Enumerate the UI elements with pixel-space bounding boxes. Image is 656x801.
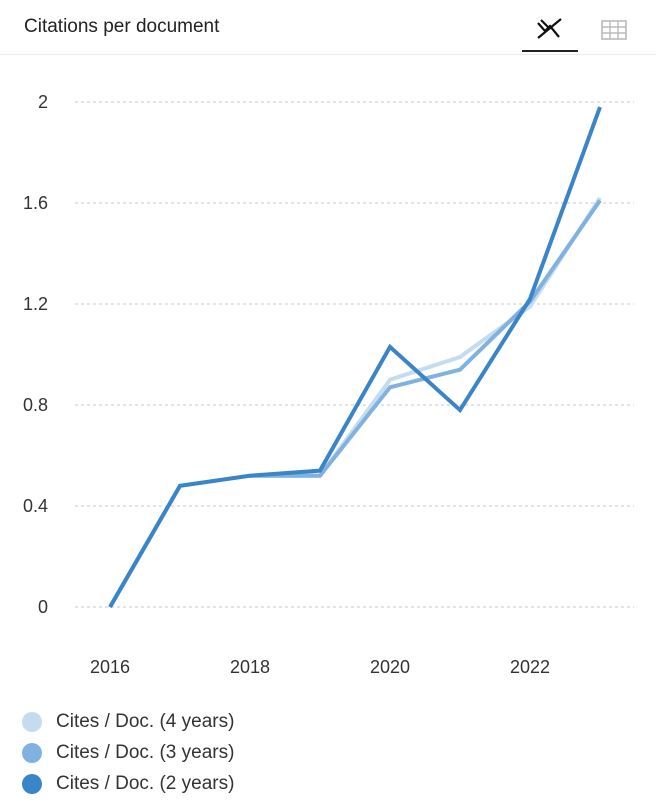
legend-label: Cites / Doc. (4 years) xyxy=(56,710,235,732)
legend-swatch xyxy=(22,742,42,763)
x-tick-label: 2016 xyxy=(90,657,130,677)
legend-swatch xyxy=(22,773,42,794)
y-tick-label: 2 xyxy=(38,92,48,112)
chart-legend: Cites / Doc. (4 years) Cites / Doc. (3 ye… xyxy=(22,706,234,799)
line-chart-icon xyxy=(537,18,562,39)
x-tick-label: 2022 xyxy=(510,657,550,677)
x-tick-label: 2020 xyxy=(370,657,410,677)
legend-item[interactable]: Cites / Doc. (3 years) xyxy=(22,737,234,768)
series-line-3 xyxy=(108,106,602,609)
series-line-1 xyxy=(108,196,602,609)
legend-item[interactable]: Cites / Doc. (4 years) xyxy=(22,706,234,737)
y-tick-label: 0.8 xyxy=(23,395,48,415)
y-tick-label: 1.6 xyxy=(23,193,48,213)
y-tick-label: 0 xyxy=(38,597,48,617)
series-line-2 xyxy=(108,199,602,609)
legend-item[interactable]: Cites / Doc. (2 years) xyxy=(22,768,234,799)
table-icon xyxy=(601,20,627,40)
x-tick-label: 2018 xyxy=(230,657,270,677)
legend-label: Cites / Doc. (3 years) xyxy=(56,741,235,763)
y-tick-label: 1.2 xyxy=(23,294,48,314)
legend-swatch xyxy=(22,711,42,732)
chart-header: Citations per document xyxy=(0,0,656,55)
y-tick-label: 0.4 xyxy=(23,496,48,516)
table-view-button[interactable] xyxy=(586,8,642,52)
view-toolbar xyxy=(522,8,642,52)
citations-line-chart: 0 0.4 0.8 1.2 1.6 2 2016 2018 2020 2022 xyxy=(23,92,634,677)
chart-title: Citations per document xyxy=(24,16,220,37)
legend-label: Cites / Doc. (2 years) xyxy=(56,772,235,794)
line-chart-view-button[interactable] xyxy=(522,8,578,52)
